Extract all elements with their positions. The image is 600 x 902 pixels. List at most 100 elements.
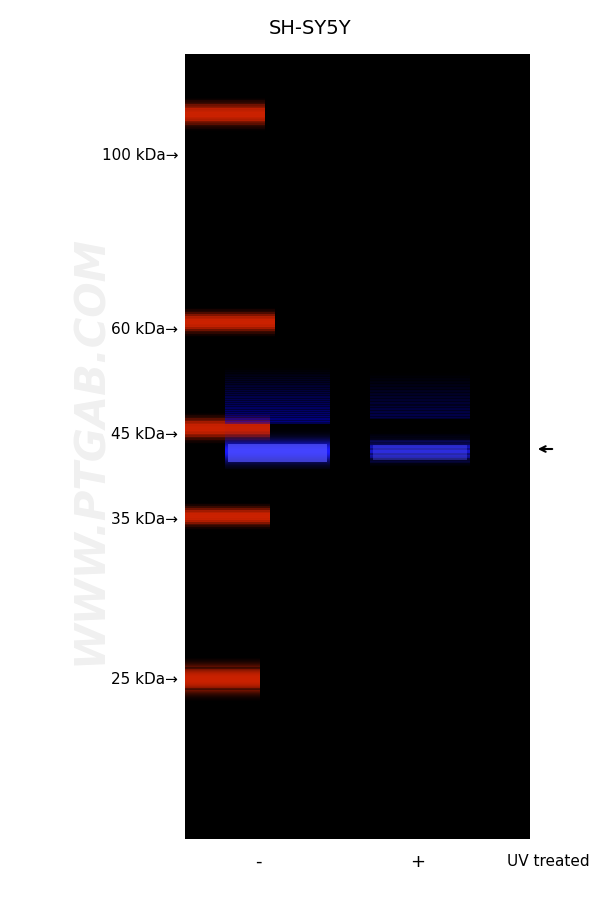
Bar	[370, 452, 470, 453]
Bar	[185, 513, 270, 515]
Bar	[225, 425, 330, 427]
Bar	[185, 107, 265, 108]
Bar	[225, 441, 330, 443]
Bar	[370, 378, 470, 381]
Bar	[185, 684, 260, 686]
Bar	[185, 520, 270, 522]
Bar	[185, 115, 265, 116]
Bar	[370, 416, 470, 418]
Bar	[185, 99, 265, 101]
Bar	[225, 435, 330, 437]
Bar	[370, 454, 470, 455]
Bar	[225, 465, 330, 466]
Bar	[225, 373, 330, 375]
Bar	[225, 424, 330, 426]
Bar	[185, 312, 275, 314]
Bar	[185, 414, 270, 415]
Bar	[370, 412, 470, 415]
Bar	[370, 432, 470, 434]
Bar	[185, 430, 270, 432]
Bar	[185, 529, 270, 530]
Bar	[370, 396, 470, 399]
Bar	[225, 412, 330, 416]
Bar	[185, 121, 265, 123]
Bar	[185, 678, 260, 680]
Bar	[225, 450, 330, 452]
Bar	[370, 387, 470, 390]
Bar	[370, 427, 470, 428]
Bar	[185, 428, 270, 430]
Bar	[185, 108, 265, 110]
Bar	[185, 442, 270, 444]
Bar	[185, 432, 270, 434]
Bar	[225, 460, 330, 462]
Bar	[370, 382, 470, 383]
Bar	[225, 417, 330, 419]
Bar	[225, 420, 330, 421]
Bar	[185, 676, 260, 678]
Bar	[225, 446, 330, 447]
Bar	[370, 424, 470, 426]
Bar	[225, 439, 330, 440]
Bar	[370, 407, 470, 409]
Bar	[370, 459, 470, 461]
Bar	[185, 698, 260, 700]
Bar	[185, 336, 275, 337]
Bar	[185, 432, 270, 433]
Bar	[225, 394, 330, 397]
Bar	[225, 445, 330, 446]
Bar	[370, 451, 470, 452]
Bar	[185, 327, 275, 328]
Bar	[225, 378, 330, 381]
Bar	[225, 400, 330, 402]
Bar	[225, 369, 330, 372]
Bar	[185, 694, 260, 696]
Bar	[225, 419, 330, 421]
Bar	[185, 517, 270, 519]
Bar	[225, 452, 330, 454]
Bar	[185, 433, 270, 435]
Bar	[370, 465, 470, 466]
Text: WWW.PTGAB.COM: WWW.PTGAB.COM	[69, 235, 111, 664]
Bar	[370, 447, 470, 449]
Bar	[185, 426, 270, 428]
Bar	[185, 667, 260, 670]
Bar	[370, 456, 470, 457]
Bar	[185, 106, 265, 107]
Bar	[185, 128, 265, 130]
Bar	[370, 429, 470, 430]
Bar	[185, 511, 270, 513]
Bar	[225, 426, 330, 428]
Bar	[185, 321, 275, 323]
Bar	[225, 454, 330, 456]
Text: 60 kDa→: 60 kDa→	[111, 322, 178, 337]
Bar	[185, 695, 260, 697]
Bar	[185, 309, 275, 311]
Bar	[185, 103, 265, 105]
Bar	[185, 419, 270, 421]
Bar	[225, 401, 330, 404]
Bar	[185, 113, 265, 115]
Bar	[185, 687, 260, 690]
Bar	[185, 314, 275, 316]
Bar	[185, 315, 275, 317]
Bar	[185, 423, 270, 424]
Bar	[370, 410, 470, 412]
Bar	[185, 326, 275, 327]
Bar	[185, 440, 270, 441]
Bar	[370, 430, 470, 431]
Bar	[225, 449, 330, 450]
Bar	[185, 126, 265, 128]
Bar	[225, 407, 330, 410]
Bar	[185, 110, 265, 112]
Bar	[185, 681, 260, 684]
Bar	[370, 443, 470, 444]
Bar	[370, 460, 470, 462]
Bar	[185, 414, 270, 416]
Bar	[225, 383, 330, 386]
Bar	[185, 672, 260, 674]
Bar	[370, 380, 470, 382]
Bar	[185, 335, 275, 336]
Bar	[185, 311, 275, 312]
Bar	[225, 423, 330, 425]
